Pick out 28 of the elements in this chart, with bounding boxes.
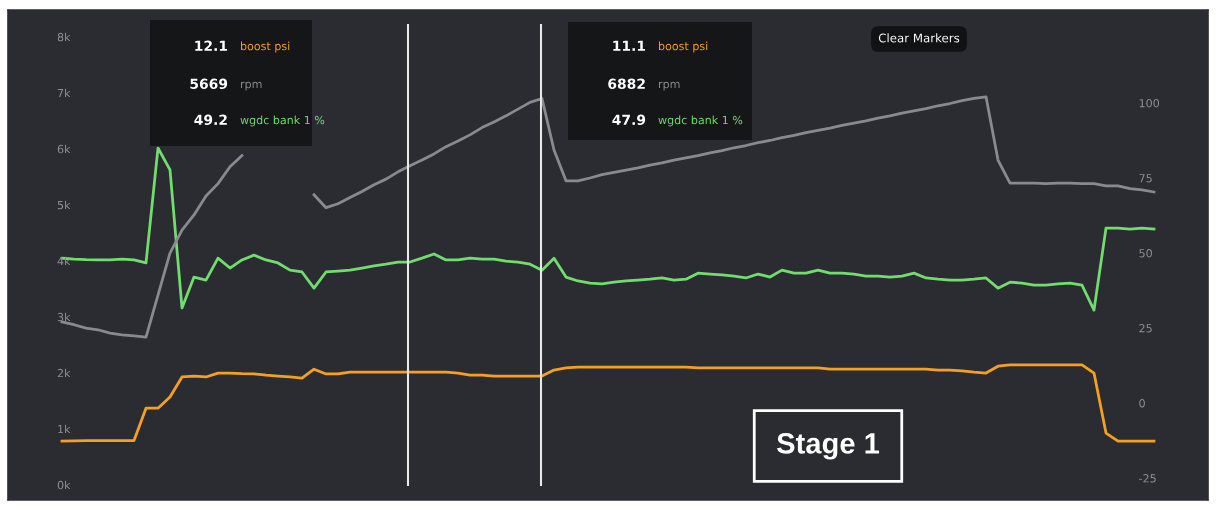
y2-tick-label: 100	[1139, 98, 1160, 108]
annotation: Clear Markers	[878, 33, 960, 43]
text: rpm	[241, 81, 262, 91]
y2-tick-label: 50	[1139, 249, 1152, 258]
y-tick-label: 2k	[57, 368, 71, 378]
y-tick-label: 1k	[58, 424, 71, 434]
annotation: 49.2	[194, 114, 227, 126]
y-tick-label: 7k	[57, 88, 71, 98]
annotation: 11.1	[613, 40, 646, 51]
y-tick-label: 8k	[57, 32, 71, 42]
y-tick-label: 3k	[57, 312, 71, 322]
annotation: 47.9	[612, 114, 646, 126]
y-tick-label: 5k	[57, 200, 71, 210]
y2-tick-label: 75	[1139, 174, 1152, 183]
y2-tick-label: -25	[1139, 474, 1156, 483]
text: rpm	[659, 81, 680, 91]
y2-tick-label: 0	[1139, 399, 1145, 408]
annotation: Stage 1	[776, 433, 880, 460]
text: wgdc bank 1 %	[658, 115, 743, 127]
text: boost psi	[659, 41, 708, 53]
annotation: 6882	[608, 78, 645, 90]
annotation: 5669	[190, 78, 228, 90]
annotation: 12.1	[195, 40, 228, 51]
text: boost psi	[241, 41, 290, 53]
y-tick-label: 6k	[57, 144, 71, 154]
y-tick-label: 0k	[57, 480, 71, 490]
text: wgdc bank 1 %	[240, 115, 325, 127]
y2-tick-label: 25	[1139, 324, 1152, 333]
